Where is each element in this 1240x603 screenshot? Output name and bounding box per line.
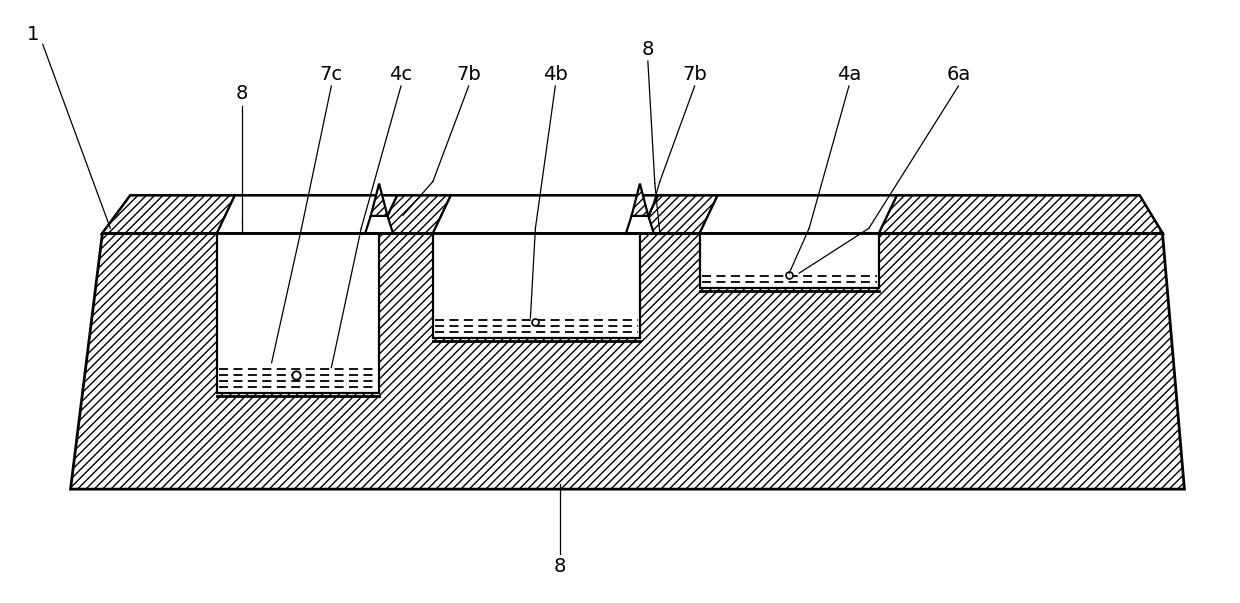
Text: 4c: 4c: [389, 65, 413, 84]
Polygon shape: [103, 195, 234, 233]
Text: 7b: 7b: [682, 65, 707, 84]
Polygon shape: [371, 183, 387, 216]
Text: 8: 8: [236, 84, 248, 104]
Text: 6a: 6a: [946, 65, 971, 84]
Text: 8: 8: [641, 40, 653, 58]
Text: 7b: 7b: [456, 65, 481, 84]
Polygon shape: [217, 195, 397, 233]
Text: 7c: 7c: [320, 65, 343, 84]
Polygon shape: [365, 216, 393, 233]
Polygon shape: [640, 195, 718, 233]
Text: 4a: 4a: [837, 65, 861, 84]
Text: 4b: 4b: [543, 65, 568, 84]
Polygon shape: [699, 233, 879, 288]
Polygon shape: [217, 233, 379, 393]
Polygon shape: [699, 195, 897, 233]
Polygon shape: [433, 195, 658, 233]
Text: 1: 1: [26, 25, 38, 44]
Polygon shape: [433, 233, 640, 338]
Polygon shape: [626, 216, 653, 233]
Polygon shape: [103, 195, 1162, 233]
Polygon shape: [879, 195, 1162, 233]
Polygon shape: [379, 195, 451, 233]
Text: 8: 8: [554, 557, 567, 576]
Polygon shape: [71, 233, 1184, 489]
Polygon shape: [631, 183, 649, 216]
